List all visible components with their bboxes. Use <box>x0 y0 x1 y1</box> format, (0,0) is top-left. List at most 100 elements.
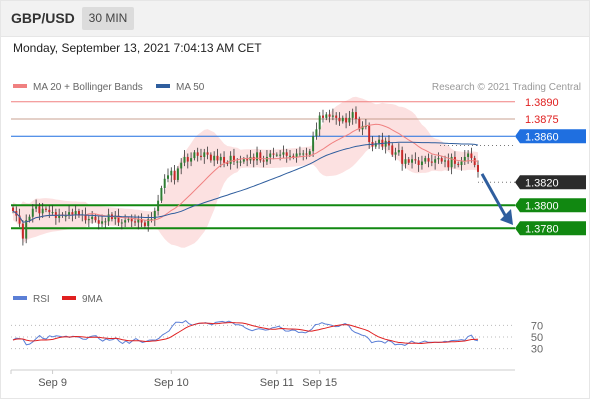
candle-body <box>256 152 259 161</box>
candle-body <box>107 214 110 222</box>
level-label-1-3890: 1.3890 <box>525 97 559 109</box>
candle-body <box>295 153 298 157</box>
forecast-arrow-head <box>500 208 513 225</box>
candle-body <box>364 125 367 127</box>
candle-body <box>101 221 104 224</box>
moving-averages-layer <box>12 123 479 223</box>
candle-body <box>262 160 265 162</box>
candle-body <box>275 154 278 156</box>
candle-body <box>242 159 245 162</box>
rsi-level-label-70: 70 <box>531 320 543 332</box>
candle-body <box>328 114 331 117</box>
candle-body <box>64 215 67 217</box>
timeframe-button[interactable]: 30 MIN <box>82 7 134 30</box>
candle-body <box>463 156 466 162</box>
candle-body <box>44 208 47 210</box>
watermark: Research © 2021 Trading Central <box>432 82 581 93</box>
candle-body <box>308 151 311 155</box>
rsi-level-label-50: 50 <box>531 332 543 344</box>
candle-body <box>25 220 28 239</box>
candle-body <box>424 158 427 162</box>
forecast-arrow-shaft <box>480 173 508 218</box>
candle-body <box>58 214 61 218</box>
main-legend: MA 20 + Bollinger Bands MA 50 Research ©… <box>13 82 581 93</box>
candle-body <box>38 206 41 214</box>
chart-date: Monday, September 13, 2021 7:04:13 AM CE… <box>13 41 262 55</box>
candle-body <box>341 117 344 122</box>
candle-body <box>209 154 212 161</box>
candle-body <box>41 208 44 214</box>
price-levels-layer <box>11 101 515 230</box>
candle-body <box>285 152 288 156</box>
candle-body <box>124 220 127 223</box>
candle-body <box>21 223 24 239</box>
candle-body <box>170 170 173 176</box>
level-label-1-3875: 1.3875 <box>525 114 559 126</box>
rsi-ma-legend-swatch <box>62 296 76 300</box>
rsi-ma-line <box>12 322 479 345</box>
rsi-ma-legend-label: 9MA <box>82 294 103 305</box>
candle-body <box>223 156 226 163</box>
candle-body <box>94 216 97 221</box>
candle-body <box>51 212 54 214</box>
candle-body <box>28 216 31 221</box>
candle-body <box>414 159 417 161</box>
candle-body <box>298 153 301 155</box>
chart-header: GBP/USD 30 MIN <box>0 0 590 37</box>
bollinger-legend-label: MA 20 + Bollinger Bands <box>33 82 143 93</box>
candle-body <box>117 215 120 223</box>
bollinger-legend-swatch <box>13 84 27 88</box>
candle-body <box>397 150 400 153</box>
level-label-1-3820: 1.3820 <box>525 177 559 189</box>
candle-body <box>226 162 229 164</box>
candle-body <box>378 139 381 144</box>
ma50-legend-swatch <box>156 84 170 88</box>
price-level-labels: 1.3890 1.3875 1.3860 1.3820 1.3800 1.3780 <box>515 97 586 236</box>
candle-body <box>430 161 433 163</box>
candle-body <box>137 219 140 223</box>
candles-layer <box>12 106 479 246</box>
candle-body <box>444 160 447 162</box>
x-tick-label: Sep 11 <box>260 377 294 389</box>
rsi-legend: RSI 9MA <box>13 294 103 305</box>
symbol-title: GBP/USD <box>11 10 75 26</box>
candle-body <box>176 168 179 180</box>
rsi-level-label-30: 30 <box>531 344 543 356</box>
candle-body <box>312 136 315 152</box>
candle-body <box>401 150 404 164</box>
candle-body <box>427 158 430 162</box>
level-tag-1-3860 <box>515 129 586 144</box>
candle-body <box>199 155 202 157</box>
candle-body <box>289 155 292 157</box>
candle-body <box>77 211 80 216</box>
candle-body <box>420 161 423 165</box>
candle-body <box>322 115 324 118</box>
candle-body <box>216 155 219 161</box>
candle-body <box>335 115 338 118</box>
bollinger-bands-layer <box>13 96 478 248</box>
candle-body <box>183 156 186 163</box>
candle-body <box>305 153 308 155</box>
candle-body <box>450 156 453 168</box>
candle-body <box>325 114 328 118</box>
candle-body <box>130 219 133 222</box>
candle-body <box>35 206 38 209</box>
candle-body <box>120 222 123 224</box>
candle-body <box>407 159 410 163</box>
ma50-line <box>12 141 479 223</box>
level-label-1-3860: 1.3860 <box>525 131 559 143</box>
candle-body <box>180 162 183 169</box>
candle-body <box>391 145 394 155</box>
candle-body <box>87 219 90 221</box>
x-axis: Sep 9 Sep 10 Sep 11 Sep 15 <box>10 370 337 389</box>
candle-body <box>12 207 14 211</box>
candle-body <box>374 143 377 147</box>
candle-body <box>272 153 275 155</box>
candle-body <box>338 117 341 122</box>
level-tag-1-3820 <box>515 175 586 190</box>
candle-body <box>74 211 77 215</box>
candle-body <box>163 178 166 188</box>
candle-body <box>167 175 169 179</box>
candle-body <box>470 153 473 159</box>
candle-body <box>354 112 357 119</box>
